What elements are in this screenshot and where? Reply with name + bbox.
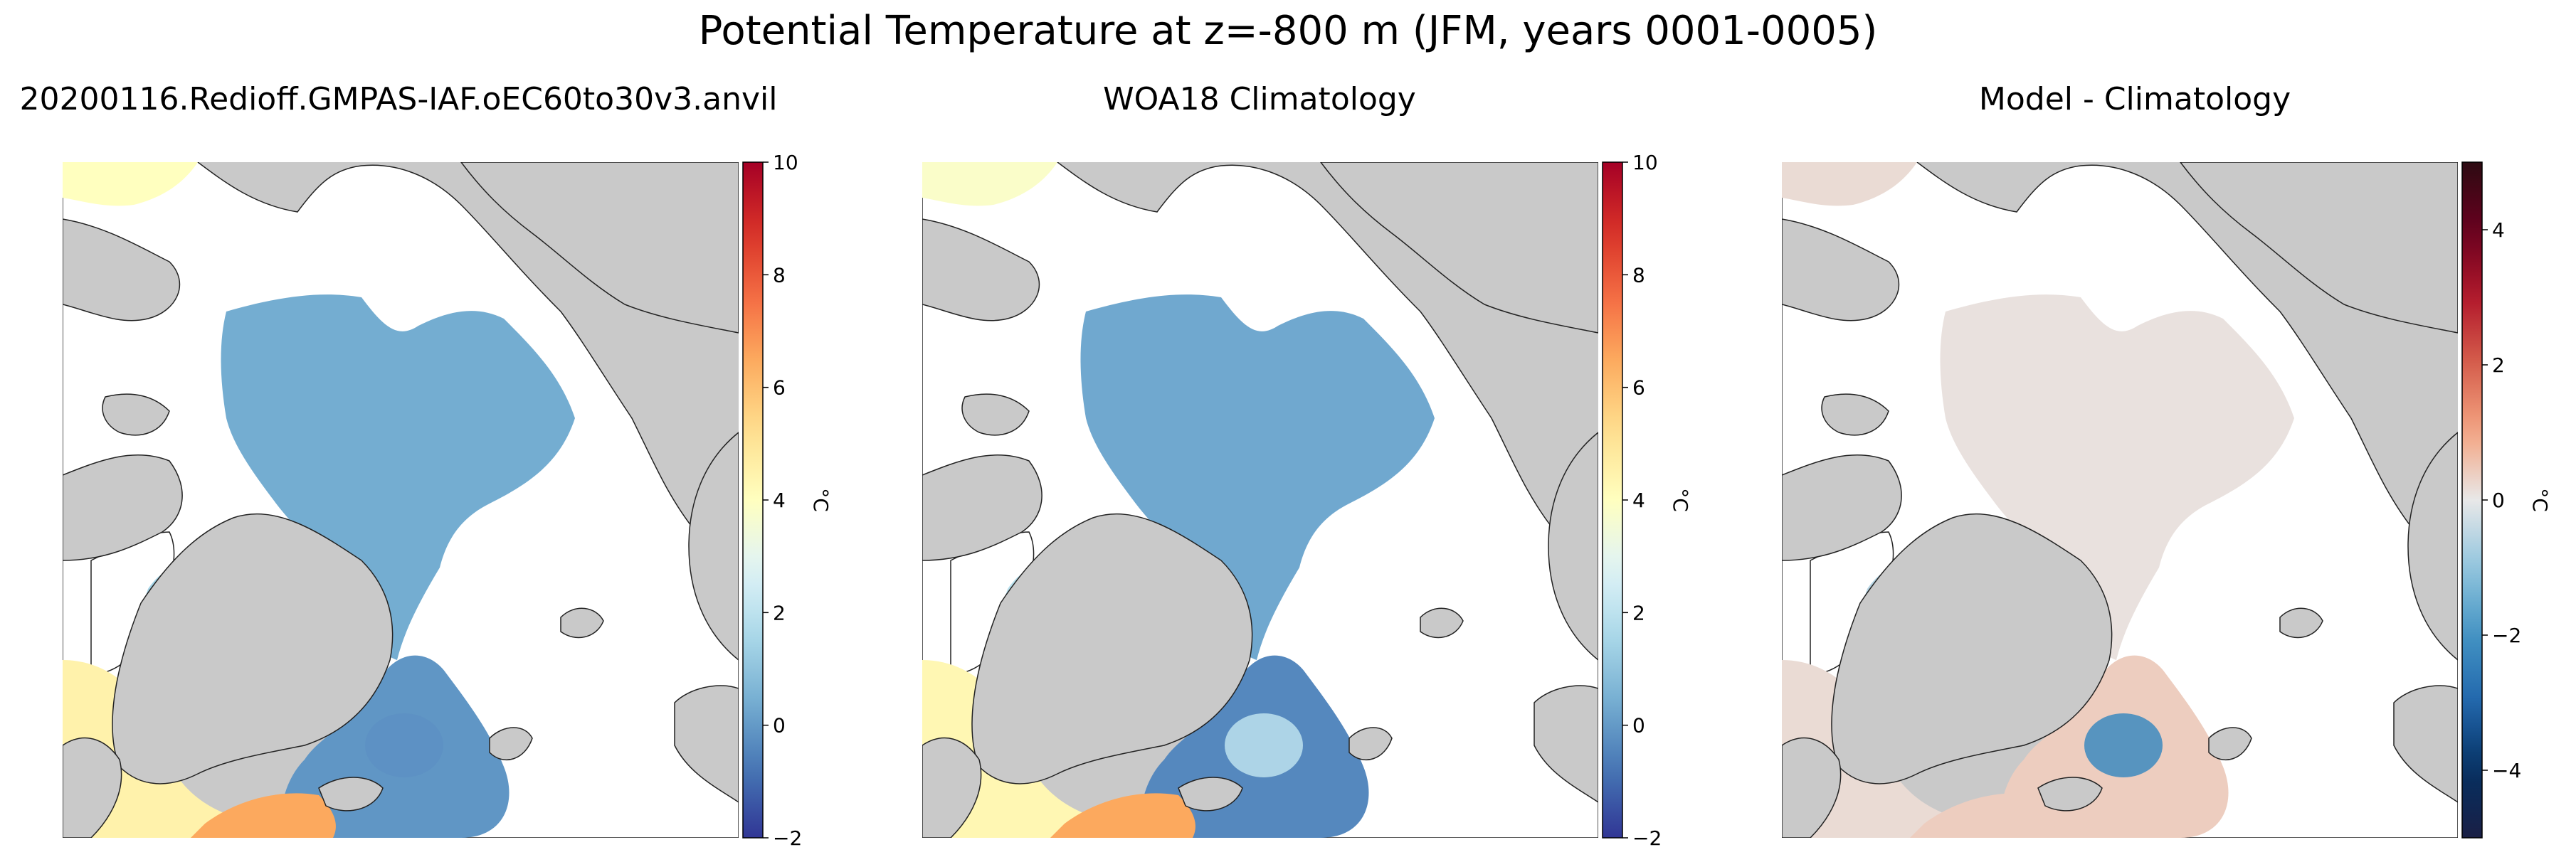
colorbar-unit-label: °C [2528,488,2552,512]
landmass [2037,777,2103,812]
colorbar-tick-label: 10 [773,151,798,174]
landmass [489,727,533,760]
landmass [961,393,1030,436]
colorbar-tick-label: 0 [773,714,786,738]
figure-suptitle: Potential Temperature at z=-800 m (JFM, … [698,8,1878,54]
colorbar-tick-label: 10 [1632,151,1658,174]
colorbar-tick-label: 4 [1632,489,1645,512]
map-panel-model [63,162,739,838]
colorbar-tick-label: −2 [2492,624,2521,647]
data-bering-sea [922,162,1057,206]
colorbar-difference: −4 −2 0 2 4 °C [2461,161,2552,839]
landmass [560,607,604,639]
colorbar-gradient [1602,161,1623,839]
colorbar-tick-label: 2 [2492,353,2505,377]
colorbar-unit-label: °C [1669,488,1692,512]
landmass [688,432,739,661]
landmass [1348,727,1393,760]
data-bering-sea [63,162,198,206]
landmass [63,737,122,838]
colorbar-tick-label: 2 [773,601,786,624]
landmass [1821,393,1889,436]
landmass [1320,162,1598,334]
colorbar-unit-label: °C [809,488,833,512]
landmass [460,162,739,334]
data-north-atlantic [1050,793,1195,838]
colorbar-gradient [742,161,764,839]
landmass [674,685,739,803]
data-arctic-basin [1940,294,2294,660]
landmass [922,454,1042,561]
colorbar-tick-label: 8 [773,263,786,287]
landmass [63,454,183,561]
landmass [63,218,181,321]
panel-title-difference: Model - Climatology [1978,81,2291,117]
colorbar-climatology: −2 0 2 4 6 8 10 °C [1602,151,1692,850]
data-arctic-basin [221,294,575,660]
colorbar-tick-label: 4 [2492,218,2505,242]
panel-title-model: 20200116.Redioff.GMPAS-IAF.oEC60to30v3.a… [19,81,778,117]
colorbar-tick-label: 0 [1632,714,1645,738]
colorbar-model: −2 0 2 4 6 8 10 °C [742,151,833,850]
data-north-atlantic [191,793,336,838]
landmass [2208,727,2252,760]
colorbar-tick-label: −2 [1632,826,1662,850]
colorbar-tick-label: 0 [2492,489,2505,512]
colorbar-tick-label: 6 [1632,376,1645,400]
map-panel-difference [1782,162,2458,838]
data-greenland-gyre [2084,713,2163,777]
panel-title-climatology: WOA18 Climatology [1103,81,1416,117]
data-north-atlantic [1910,793,2055,838]
landmass [1782,218,1900,321]
landmass [1420,607,1464,639]
colorbar-tick-label: −4 [2492,759,2521,782]
data-greenland-gyre [1225,713,1303,777]
landmass [1178,777,1243,812]
colorbar-gradient [2461,161,2483,839]
landmass [922,737,982,838]
landmass [1782,454,1902,561]
landmass [1534,685,1598,803]
landmass [1548,432,1598,661]
colorbar-tick-label: 2 [1632,601,1645,624]
colorbar-tick-label: 8 [1632,263,1645,287]
landmass [2180,162,2458,334]
map-panel-climatology [922,162,1598,838]
landmass [2393,685,2458,803]
colorbar-tick-label: 6 [773,376,786,400]
landmass [318,777,384,812]
landmass [922,218,1040,321]
landmass [1782,737,1842,838]
colorbar-tick-label: −2 [773,826,802,850]
data-greenland-gyre [365,713,443,777]
landmass [2279,607,2323,639]
data-arctic-basin [1080,294,1435,660]
landmass [2407,432,2458,661]
landmass [102,393,170,436]
data-bering-sea [1782,162,1917,206]
colorbar-tick-label: 4 [773,489,786,512]
